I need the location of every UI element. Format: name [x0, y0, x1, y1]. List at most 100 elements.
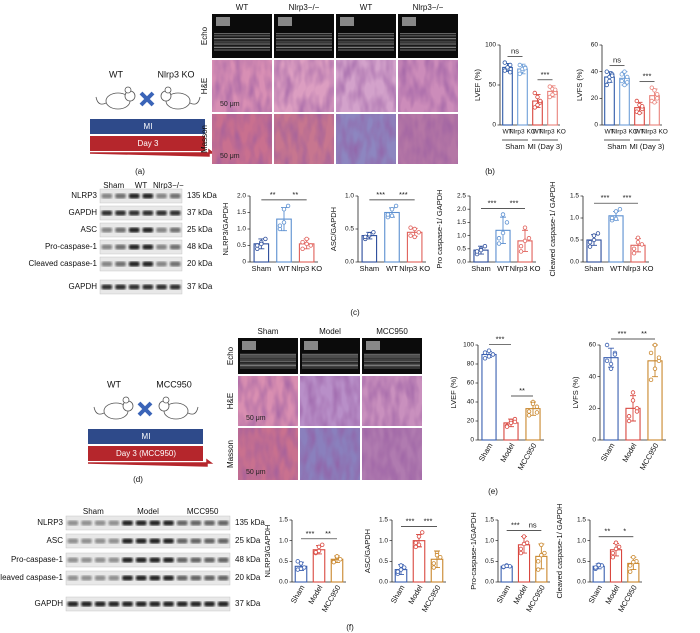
label: 25 kDa: [235, 536, 261, 545]
data-point: [622, 82, 627, 88]
blot-band: [108, 520, 120, 526]
tissue-texture: [362, 376, 422, 426]
significance-label: ***: [406, 516, 415, 525]
data-point: [613, 540, 619, 545]
data-point: [508, 420, 514, 426]
y-tick-label: 1.0: [570, 215, 579, 222]
label: Pro-caspase-1: [45, 242, 98, 251]
data-point: [300, 239, 305, 245]
data-point: [389, 206, 395, 212]
blot-band: [81, 557, 92, 563]
data-point: [630, 398, 636, 403]
data-point: [420, 530, 425, 535]
label: Day 3: [138, 139, 159, 148]
data-point: [587, 244, 593, 249]
tissue-texture: [238, 376, 298, 426]
y-tick-label: 1.0: [237, 226, 246, 233]
label: H&E: [200, 78, 209, 94]
blot-band: [128, 210, 140, 216]
y-axis-label: LVEF (%): [473, 69, 482, 101]
data-point: [609, 215, 615, 221]
blot-band: [156, 193, 167, 199]
data-point: [316, 544, 322, 550]
label: Nlrp3 KO: [157, 69, 194, 79]
blot-band: [169, 284, 181, 290]
data-point: [508, 69, 513, 75]
label: (d): [133, 475, 143, 484]
label: 48 kDa: [235, 555, 261, 564]
data-point: [604, 69, 609, 74]
significance-label: ***: [306, 529, 315, 538]
y-tick-label: 40: [591, 68, 599, 75]
blot-band: [101, 227, 113, 233]
data-point: [593, 565, 598, 570]
y-axis-label: Pro-caspase-1/GAPDH: [469, 512, 478, 590]
label: (f): [346, 623, 354, 632]
label: NLRP3: [37, 518, 63, 527]
y-tick-label: 2.5: [457, 193, 466, 200]
mouse-icon: [189, 96, 201, 105]
data-point: [504, 220, 510, 225]
data-point: [530, 401, 536, 407]
blot-band: [135, 575, 147, 581]
data-point: [402, 565, 407, 570]
blot-band: [149, 538, 161, 544]
y-tick-label: 0: [470, 437, 474, 444]
blot-band: [176, 575, 188, 581]
data-point: [613, 209, 619, 214]
blot-strip: [99, 188, 183, 204]
data-point: [536, 567, 541, 572]
data-point: [508, 62, 513, 68]
blot-band: [122, 601, 133, 607]
y-tick-label: 1.0: [457, 232, 466, 239]
blot-strip: [99, 279, 183, 295]
y-tick-label: 1.0: [379, 537, 388, 544]
blot-band: [217, 520, 229, 526]
data-point: [517, 71, 522, 76]
blot-band: [217, 538, 229, 544]
y-tick-label: 0.5: [345, 226, 354, 233]
label: Sham: [258, 327, 279, 336]
mouse-icon: [164, 86, 172, 94]
data-point: [640, 104, 645, 109]
data-point: [502, 60, 507, 65]
label: (a): [135, 167, 145, 176]
data-point: [331, 559, 336, 565]
data-point: [398, 567, 404, 572]
blot-band: [122, 520, 133, 526]
data-point: [526, 413, 532, 418]
blot-strip: [99, 256, 183, 272]
blot-band: [204, 601, 215, 607]
significance-label: ***: [399, 190, 408, 199]
data-point: [631, 250, 637, 256]
data-point: [655, 92, 660, 97]
x-tick-label: Nlrp3 KO: [510, 264, 541, 273]
data-point: [652, 342, 658, 348]
label: 50 μm: [246, 469, 266, 476]
data-point: [532, 90, 537, 96]
blot-band: [128, 261, 140, 267]
data-point: [478, 247, 484, 253]
significance-label: **: [519, 386, 525, 395]
label: MI: [144, 122, 153, 131]
timeline-bar: [88, 429, 203, 444]
data-point: [502, 68, 507, 73]
blot-band: [190, 557, 202, 563]
tissue-texture: [274, 114, 334, 164]
y-tick-label: 0: [594, 122, 598, 129]
blot-band: [217, 575, 229, 581]
data-point: [259, 241, 264, 247]
timeline-bar: [88, 446, 203, 461]
data-point: [295, 559, 300, 564]
x-tick-label: Model: [620, 441, 638, 463]
blot-band: [204, 538, 215, 544]
data-point: [553, 87, 558, 92]
y-tick-label: 1.5: [379, 517, 388, 524]
group-label: Sham: [505, 142, 525, 151]
data-point: [438, 555, 443, 560]
label: Cleaved caspase-1: [0, 573, 64, 582]
blot-band: [190, 538, 202, 544]
x-tick-label: WT: [610, 264, 622, 273]
